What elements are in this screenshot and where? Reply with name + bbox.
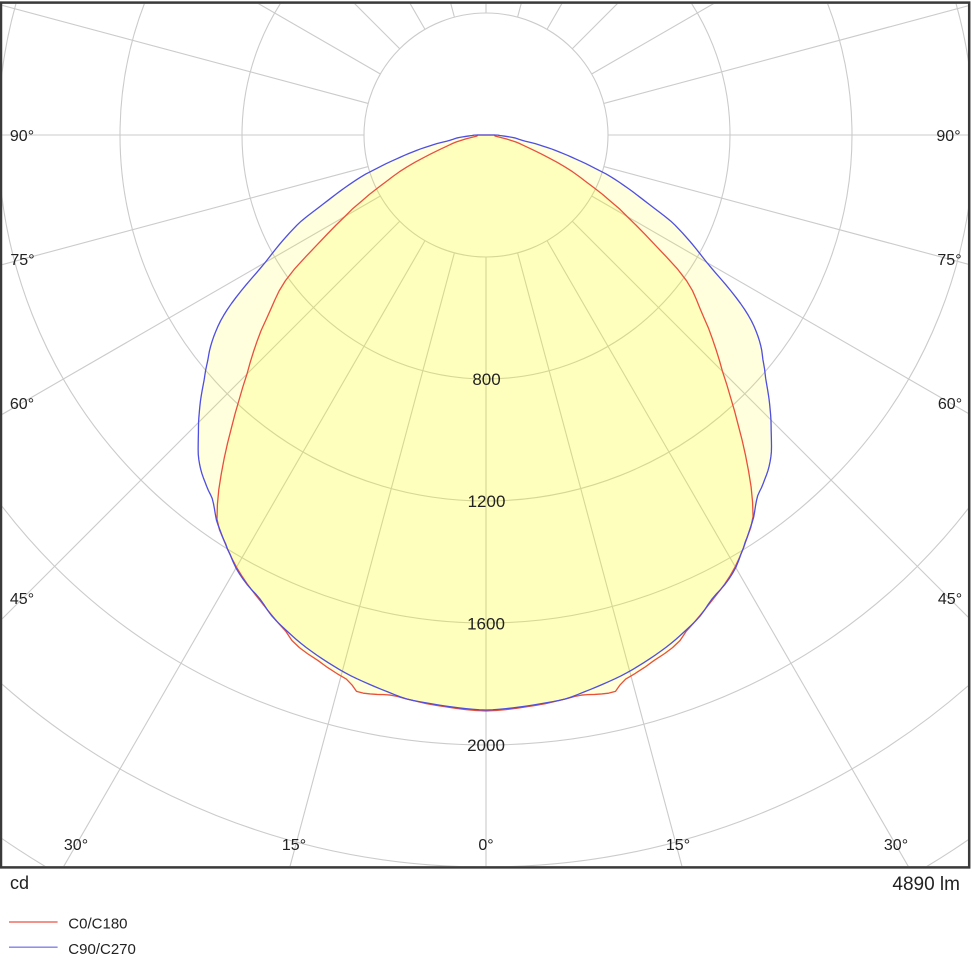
svg-text:800: 800 [472,370,500,389]
svg-text:2000: 2000 [467,736,505,755]
svg-text:4890 lm: 4890 lm [892,874,960,895]
svg-text:C0/C180: C0/C180 [68,916,127,933]
svg-text:15°: 15° [666,837,690,854]
svg-text:1200: 1200 [468,492,506,511]
svg-text:C90/C270: C90/C270 [68,941,136,958]
svg-text:90°: 90° [10,128,34,145]
svg-text:15°: 15° [282,837,306,854]
svg-text:0°: 0° [478,837,493,854]
svg-text:30°: 30° [884,837,908,854]
svg-text:45°: 45° [10,591,34,608]
svg-text:30°: 30° [64,837,88,854]
svg-text:60°: 60° [10,396,34,413]
svg-text:45°: 45° [938,591,962,608]
svg-text:1600: 1600 [467,615,505,634]
svg-text:60°: 60° [938,396,962,413]
svg-text:75°: 75° [937,252,961,269]
svg-text:cd: cd [10,873,29,893]
svg-text:75°: 75° [10,252,34,269]
svg-text:90°: 90° [936,128,960,145]
